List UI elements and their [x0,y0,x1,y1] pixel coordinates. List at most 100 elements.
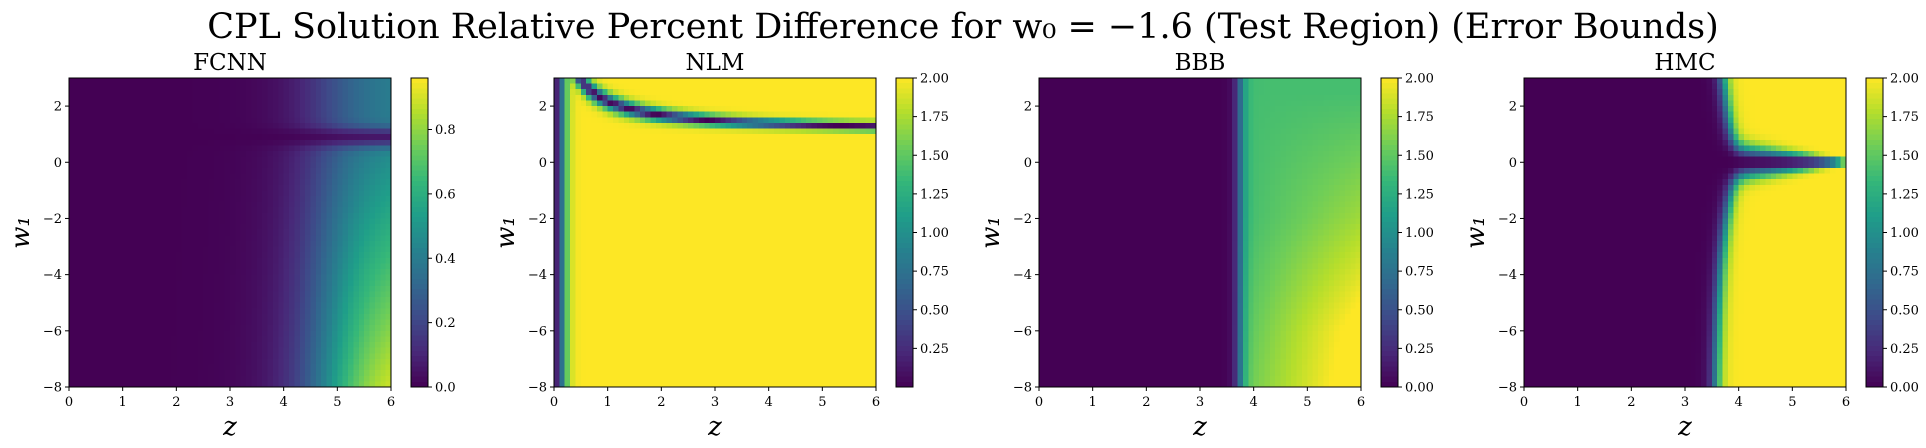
heatmap-cell [240,83,247,90]
heatmap-cell [337,94,344,102]
heatmap-cell [235,263,242,270]
heatmap-cell [79,364,86,371]
heatmap-cell [639,291,646,298]
heatmap-cell [176,375,183,382]
heatmap-cell [85,229,92,236]
heatmap-cell [331,375,338,382]
heatmap-cell [219,224,226,231]
heatmap-cell [90,353,97,360]
heatmap-cell [219,207,226,214]
heatmap-cell [85,291,92,298]
heatmap-cell [117,313,124,321]
heatmap-cell [677,184,684,191]
heatmap-cell [564,347,571,354]
heatmap-cell [133,330,140,338]
heatmap-cell [613,313,619,321]
heatmap-cell [380,358,387,366]
heatmap-cell [187,257,194,264]
heatmap-cell [101,330,108,338]
heatmap-cell [337,325,344,332]
heatmap-cell [128,139,134,147]
heatmap-cell [208,336,215,343]
heatmap-cell [101,269,108,276]
heatmap-cell [187,89,194,96]
heatmap-cell [353,173,360,180]
heatmap-cell [90,201,97,208]
heatmap-cell [618,252,625,259]
heatmap-cell [111,117,118,124]
heatmap-cell [111,280,118,287]
heatmap-cell [170,342,177,349]
heatmap-cell [672,257,679,264]
heatmap-cell [586,353,593,360]
heatmap-cell [267,358,274,366]
heatmap-cell [138,173,145,180]
heatmap-cell [224,263,231,270]
heatmap-cell [623,330,630,338]
heatmap-cell [197,353,204,360]
heatmap-cell [331,179,338,186]
heatmap-cell [90,229,97,236]
heatmap-cell [219,280,226,287]
heatmap-cell [586,381,593,388]
heatmap-cell [650,100,657,107]
heatmap-cell [208,235,215,242]
heatmap-cell [95,78,102,85]
heatmap-cell [586,347,593,354]
heatmap-cell [79,330,86,338]
heatmap-cell [315,358,322,366]
heatmap-cell [85,224,92,231]
heatmap-cell [181,184,188,191]
heatmap-cell [650,224,657,231]
heatmap-cell [358,342,365,349]
heatmap-cell [187,308,194,315]
heatmap-cell [364,100,371,107]
heatmap-cell [342,353,349,360]
heatmap-cell [240,280,247,287]
heatmap-cell [374,94,381,102]
heatmap-cell [353,291,360,298]
heatmap-cell [672,336,679,343]
heatmap-cell [369,89,376,96]
heatmap-cell [596,313,603,321]
heatmap-cell [251,179,258,186]
heatmap-cell [364,297,371,304]
heatmap-cell [661,224,668,231]
heatmap-cell [704,319,711,326]
heatmap-cell [95,325,102,332]
heatmap-cell [661,218,668,225]
heatmap-cell [602,246,609,253]
heatmap-cell [602,257,609,264]
heatmap-cell [380,83,387,90]
heatmap-cell [586,302,593,309]
heatmap-cell [655,195,662,203]
heatmap-cell [342,347,349,354]
heatmap-cell [629,291,636,298]
heatmap-cell [144,291,151,298]
heatmap-cell [154,330,161,338]
heatmap-cell [74,302,81,309]
heatmap-cell [554,235,560,242]
heatmap-cell [315,375,322,382]
heatmap-cell [596,370,603,377]
heatmap-cell [101,358,108,366]
heatmap-cell [650,274,657,281]
heatmap-cell [278,89,285,96]
heatmap-cell [79,285,86,293]
heatmap-cell [192,364,199,371]
heatmap-cell [358,353,365,360]
heatmap-cell [639,139,646,147]
colorbar-swatch [411,345,428,352]
heatmap-cell [278,313,285,321]
heatmap-cell [645,224,652,231]
heatmap-cell [251,94,258,102]
heatmap-cell [369,269,376,276]
heatmap-cell [208,117,215,124]
heatmap-cell [655,201,662,208]
heatmap-cell [331,195,338,203]
heatmap-cell [256,291,263,298]
heatmap-cell [661,190,668,197]
heatmap-cell [219,375,226,382]
heatmap-cell [639,381,646,388]
heatmap-cell [645,106,652,113]
